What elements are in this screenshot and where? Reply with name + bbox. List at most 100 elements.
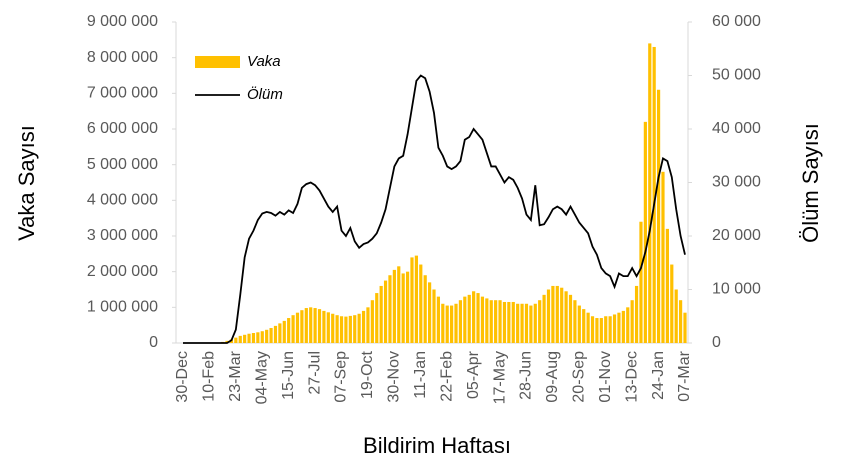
legend-label: Vaka <box>247 53 281 70</box>
bar <box>604 316 608 343</box>
bar <box>339 316 344 343</box>
y-tick-label: 6 000 000 <box>87 120 158 137</box>
bar <box>375 293 379 343</box>
x-tick-label: 30-Dec <box>174 351 191 403</box>
y-tick-label: 8 000 000 <box>87 49 158 66</box>
bar <box>335 315 339 343</box>
bar <box>590 316 595 343</box>
bar <box>353 315 357 343</box>
bar <box>564 291 568 343</box>
bar <box>225 340 229 343</box>
bar <box>542 294 546 343</box>
x-tick-label: 27-Jul <box>306 351 323 395</box>
bar <box>621 310 625 343</box>
bar <box>304 308 308 343</box>
x-tick-label: 05-Apr <box>465 350 482 399</box>
bar <box>560 287 564 343</box>
bar <box>450 305 454 343</box>
bar <box>427 282 432 343</box>
y-tick-label: 2 000 000 <box>87 263 158 280</box>
y-tick-label: 5 000 000 <box>87 156 158 173</box>
x-tick-label: 24-Jan <box>650 351 667 400</box>
bar <box>238 335 242 343</box>
bar <box>656 89 661 344</box>
bar <box>533 303 537 343</box>
bar <box>300 310 304 343</box>
bar <box>480 296 485 343</box>
x-tick-label: 20-Sep <box>571 351 588 403</box>
bar <box>511 301 515 343</box>
bar <box>502 301 507 343</box>
bar <box>507 301 511 343</box>
bar <box>423 275 427 343</box>
bar <box>630 300 634 343</box>
bar <box>634 285 639 343</box>
y-tick-label: 1 000 000 <box>87 299 158 316</box>
x-axis-title: Bildirim Haftası <box>363 433 511 458</box>
bar <box>322 310 326 343</box>
x-tick-label: 10-Feb <box>201 351 218 402</box>
bar <box>586 312 590 343</box>
bar <box>489 300 493 343</box>
bar <box>683 312 687 343</box>
x-tick-label: 15-Jun <box>280 351 297 400</box>
bar <box>463 296 467 343</box>
bar <box>251 333 256 343</box>
bar <box>639 221 643 343</box>
bar <box>665 228 669 343</box>
bar <box>524 303 529 343</box>
y2-tick-label: 0 <box>712 334 721 351</box>
y2-tick-label: 50 000 <box>712 67 761 84</box>
bar <box>247 333 251 343</box>
bar <box>441 303 445 343</box>
bar <box>397 266 401 343</box>
x-tick-label: 13-Dec <box>623 351 640 403</box>
bar <box>436 296 441 343</box>
bar <box>269 328 273 343</box>
bar <box>419 264 423 343</box>
bar <box>361 310 366 343</box>
bar <box>410 257 414 343</box>
bar <box>573 300 577 343</box>
bar <box>529 305 533 343</box>
y-tick-label: 0 <box>149 334 158 351</box>
bar <box>678 300 683 343</box>
y2-tick-label: 20 000 <box>712 227 761 244</box>
legend-label: Ölüm <box>247 85 283 103</box>
bar <box>287 318 291 343</box>
bar <box>520 303 524 343</box>
bar <box>467 294 471 343</box>
bar <box>498 300 502 343</box>
bar <box>357 313 361 343</box>
bar <box>458 300 463 343</box>
x-tick-label: 19-Oct <box>359 350 376 399</box>
bar <box>317 309 322 343</box>
bar <box>295 312 300 343</box>
x-tick-label: 01-Nov <box>597 351 614 403</box>
bar <box>568 294 573 343</box>
legend-swatch <box>195 56 240 68</box>
bar <box>582 309 586 343</box>
bar <box>472 291 476 343</box>
y2-tick-label: 30 000 <box>712 174 761 191</box>
bar <box>538 300 542 343</box>
y-tick-label: 4 000 000 <box>87 192 158 209</box>
bar <box>643 121 647 343</box>
bar <box>282 320 286 343</box>
bar <box>260 331 264 343</box>
x-tick-label: 28-Jun <box>518 351 535 400</box>
bar <box>313 308 317 343</box>
y2-axis-title: Ölüm Sayısı <box>798 123 823 243</box>
x-tick-label: 07-Sep <box>333 351 350 403</box>
bar <box>432 289 436 343</box>
bar <box>485 298 489 343</box>
bar <box>234 337 238 343</box>
bar <box>612 314 617 343</box>
bar <box>674 289 678 343</box>
bar <box>648 43 652 344</box>
bar <box>344 316 348 343</box>
bar <box>670 264 674 343</box>
bar <box>652 46 656 343</box>
y-tick-label: 9 000 000 <box>87 13 158 30</box>
